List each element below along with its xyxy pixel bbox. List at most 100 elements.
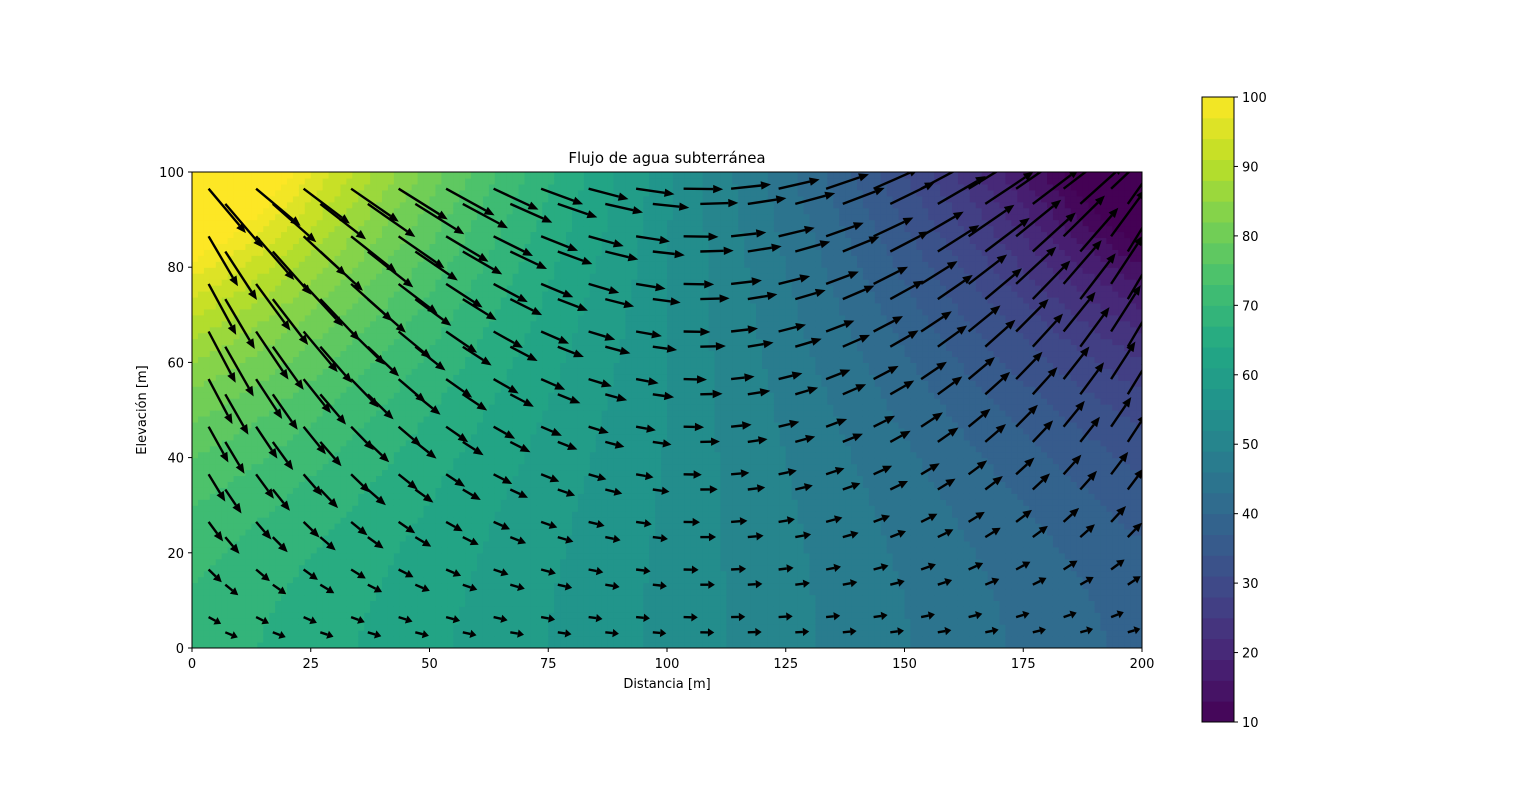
contour-cell — [500, 600, 508, 607]
contour-cell — [197, 415, 205, 423]
contour-cell — [417, 540, 425, 548]
contour-cell — [221, 505, 229, 512]
contour-cell — [435, 314, 442, 322]
contour-cell — [429, 427, 437, 435]
contour-cell — [459, 308, 466, 316]
contour-cell — [548, 374, 555, 381]
contour-cell — [310, 320, 318, 328]
contour-cell — [192, 534, 199, 542]
contour-cell — [417, 427, 425, 435]
chart-title: Flujo de agua subterránea — [568, 149, 765, 167]
contour-cell — [536, 362, 543, 369]
contour-cell — [441, 332, 448, 340]
contour-cell — [429, 439, 437, 447]
contour-cell — [316, 457, 324, 465]
contour-cell — [215, 386, 223, 393]
contour-cell — [471, 642, 478, 648]
contour-cell — [518, 344, 526, 352]
contour-cell — [482, 451, 490, 459]
contour-cell — [227, 183, 235, 191]
contour-cell — [364, 302, 371, 310]
contour-cell — [536, 564, 543, 572]
contour-cell — [221, 481, 229, 488]
contour-cell — [554, 291, 561, 298]
contour-cell — [239, 410, 247, 417]
contour-cell — [215, 445, 223, 453]
contour-cell — [512, 612, 520, 619]
contour-cell — [536, 279, 543, 286]
contour-cell — [417, 273, 425, 280]
contour-cell — [203, 183, 211, 191]
contour-cell — [245, 267, 252, 274]
contour-cell — [423, 285, 431, 292]
contour-cell — [192, 338, 199, 346]
contour-cell — [435, 451, 442, 459]
contour-cell — [322, 249, 330, 256]
contour-cell — [435, 338, 442, 346]
contour-cell — [215, 481, 223, 488]
contour-cell — [411, 624, 419, 631]
contour-cell — [554, 600, 561, 607]
contour-cell — [257, 463, 264, 471]
contour-cell — [536, 534, 543, 542]
contour-cell — [233, 285, 241, 292]
contour-cell — [542, 642, 549, 648]
contour-cell — [334, 493, 342, 500]
contour-cell — [536, 404, 543, 411]
contour-cell — [512, 362, 520, 369]
contour-cell — [245, 189, 252, 197]
contour-cell — [263, 415, 270, 423]
contour-cell — [316, 368, 324, 375]
contour-cell — [215, 612, 223, 619]
contour-cell — [477, 469, 484, 477]
contour-cell — [554, 511, 561, 518]
contour-cell — [192, 285, 199, 292]
contour-cell — [269, 195, 276, 203]
contour-cell — [376, 457, 383, 465]
contour-cell — [465, 588, 472, 596]
contour-cell — [192, 576, 199, 584]
contour-cell — [441, 207, 448, 215]
contour-cell — [453, 630, 460, 637]
contour-cell — [518, 552, 526, 560]
contour-cell — [316, 529, 324, 536]
contour-cell — [269, 427, 276, 435]
contour-cell — [352, 386, 359, 393]
contour-cell — [530, 296, 537, 304]
contour-cell — [233, 517, 241, 524]
contour-cell — [393, 380, 401, 387]
contour-cell — [506, 505, 514, 512]
contour-cell — [542, 523, 549, 530]
contour-cell — [328, 511, 336, 518]
contour-cell — [465, 624, 472, 631]
contour-cell — [387, 582, 395, 590]
contour-cell — [298, 594, 306, 601]
contour-cell — [453, 267, 460, 274]
contour-cell — [269, 606, 276, 613]
contour-cell — [429, 201, 437, 209]
contour-cell — [334, 445, 342, 453]
contour-cell — [233, 308, 241, 316]
contour-cell — [447, 439, 454, 447]
contour-cell — [399, 511, 407, 518]
contour-cell — [251, 552, 258, 560]
contour-cell — [269, 511, 276, 518]
contour-cell — [215, 624, 223, 631]
contour-cell — [477, 314, 484, 322]
contour-cell — [488, 320, 496, 328]
contour-cell — [269, 368, 276, 375]
contour-cell — [518, 600, 526, 607]
contour-cell — [287, 374, 294, 381]
contour-cell — [471, 552, 478, 560]
contour-cell — [334, 475, 342, 482]
contour-cell — [215, 302, 223, 310]
contour-cell — [251, 398, 258, 405]
contour-cell — [269, 308, 276, 316]
contour-cell — [263, 213, 270, 221]
contour-cell — [411, 505, 419, 512]
contour-cell — [346, 642, 353, 648]
contour-cell — [382, 505, 389, 512]
contour-cell — [328, 201, 336, 209]
contour-cell — [263, 314, 270, 322]
contour-cell — [524, 529, 532, 536]
